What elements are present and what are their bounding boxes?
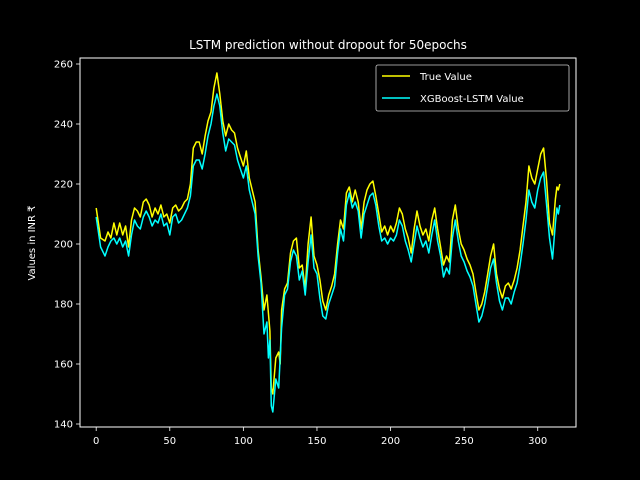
legend-label-true-value: True Value (419, 72, 472, 83)
y-tick-label: 220 (54, 180, 73, 191)
x-tick-label: 100 (234, 436, 253, 447)
x-tick-label: 150 (307, 436, 326, 447)
legend: True Value XGBoost-LSTM Value (375, 64, 570, 112)
y-axis-label: Values in INR ₹ (27, 205, 38, 280)
y-tick-label: 240 (54, 120, 73, 131)
x-tick-label: 250 (455, 436, 474, 447)
x-tick-label: 200 (381, 436, 400, 447)
y-tick-label: 140 (54, 420, 73, 431)
axes-frame (79, 57, 577, 428)
y-tick-label: 200 (54, 240, 73, 251)
y-tick-label: 260 (54, 60, 73, 71)
series-line-xgboost-lstm-value (95, 93, 561, 413)
y-tick-label: 160 (54, 360, 73, 371)
plot-area (95, 72, 561, 413)
y-tick-label: 180 (54, 300, 73, 311)
legend-box (375, 64, 570, 112)
series-line-true-value (95, 72, 561, 395)
x-tick-label: 300 (528, 436, 547, 447)
x-tick-label: 0 (93, 436, 99, 447)
x-tick-label: 50 (163, 436, 176, 447)
legend-label-xgboost-lstm-value: XGBoost-LSTM Value (420, 94, 524, 105)
axis-ticks: 0 50 100 150 200 250 300 140 160 180 200 220 240 260 (54, 60, 547, 448)
chart-title: LSTM prediction without dropout for 50ep… (189, 38, 467, 52)
